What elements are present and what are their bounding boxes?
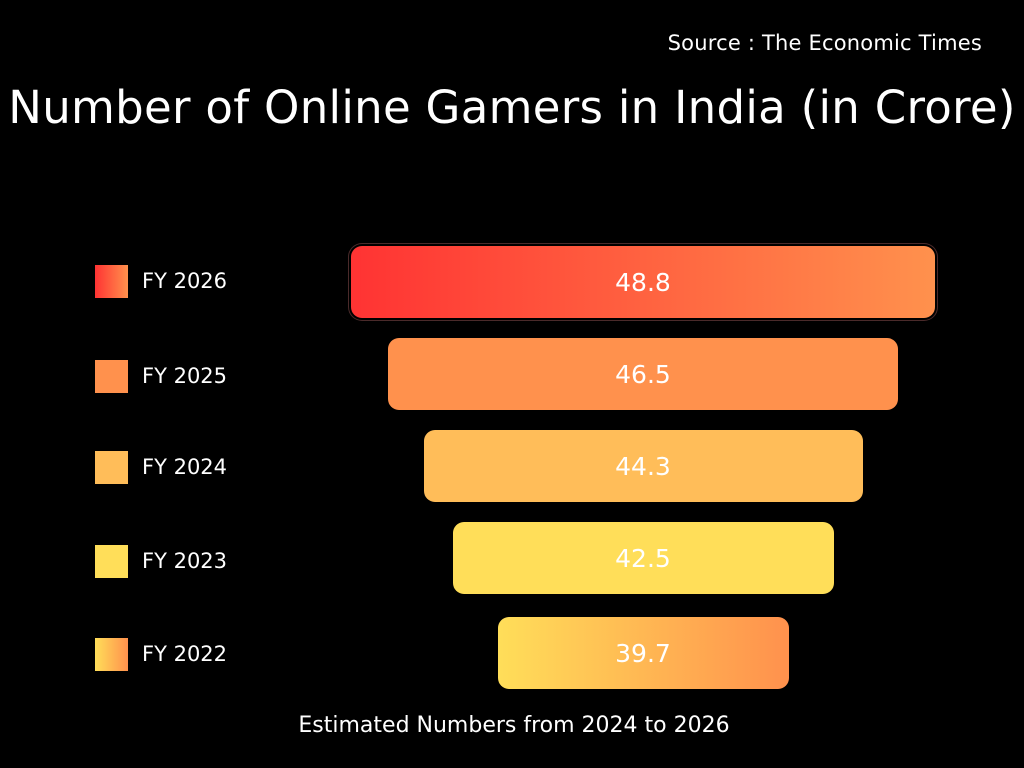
bar-value-label: 48.8 (615, 267, 671, 297)
legend-item: FY 2023 (95, 544, 227, 578)
legend-label: FY 2022 (142, 642, 228, 666)
legend-label: FY 2024 (142, 455, 228, 479)
legend-label: FY 2026 (142, 269, 228, 293)
funnel-bar: 46.5 (388, 338, 898, 410)
legend-item: FY 2025 (95, 359, 227, 393)
funnel-bar: 39.7 (497, 617, 789, 689)
funnel-bar: 42.5 (452, 522, 834, 594)
legend-label: FY 2023 (142, 549, 228, 573)
funnel-bar: 44.3 (423, 430, 863, 502)
legend-swatch (95, 359, 128, 393)
legend-label: FY 2025 (142, 364, 228, 388)
legend-item: FY 2026 (95, 264, 227, 298)
bar-value-label: 39.7 (615, 638, 671, 668)
legend-item: FY 2024 (95, 450, 227, 484)
chart-title: Number of Online Gamers in India (in Cro… (8, 81, 1016, 134)
funnel-bar: 48.8 (351, 246, 935, 318)
legend-swatch (95, 544, 128, 578)
legend-swatch (95, 264, 128, 298)
bar-value-label: 42.5 (615, 543, 671, 573)
bar-value-label: 46.5 (615, 359, 671, 389)
footnote: Estimated Numbers from 2024 to 2026 (298, 713, 730, 738)
legend-item: FY 2022 (95, 637, 227, 671)
legend-swatch (95, 637, 128, 671)
bar-value-label: 44.3 (615, 451, 671, 481)
source-note: Source : The Economic Times (667, 31, 982, 55)
legend-swatch (95, 450, 128, 484)
